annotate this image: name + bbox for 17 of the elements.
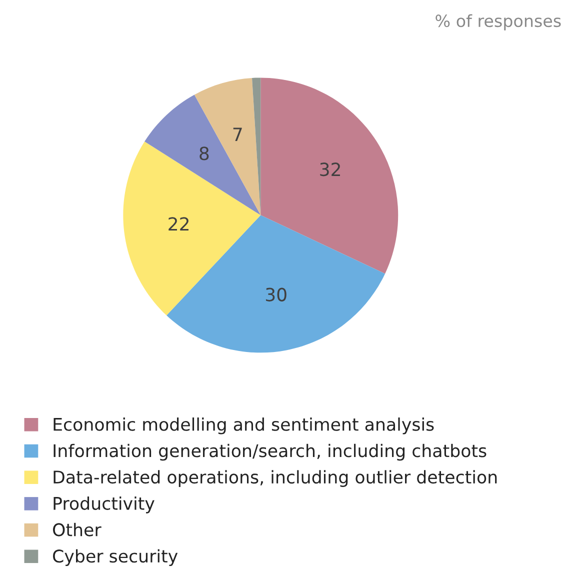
legend-label: Cyber security	[53, 549, 178, 566]
data-label: 7	[233, 128, 242, 141]
pie-slice	[144, 94, 261, 216]
legend-label: Information generation/search, including chatbots	[54, 444, 486, 461]
pie-slice	[123, 142, 261, 316]
data-label: 30	[266, 288, 286, 302]
legend-label: Economic modelling and sentiment analysis	[54, 417, 434, 434]
legend-label: Data-related operations, including outlier detection	[54, 470, 497, 487]
legend-label: Other	[53, 522, 102, 536]
data-label: 8	[200, 146, 209, 160]
pie-slice	[166, 215, 386, 353]
data-label: 32	[320, 162, 340, 176]
legend-label: Productivity	[54, 496, 154, 514]
text: % of responses	[436, 14, 561, 30]
pie-slice	[260, 78, 398, 274]
pie-slice	[194, 78, 261, 216]
data-label: 22	[168, 217, 188, 230]
